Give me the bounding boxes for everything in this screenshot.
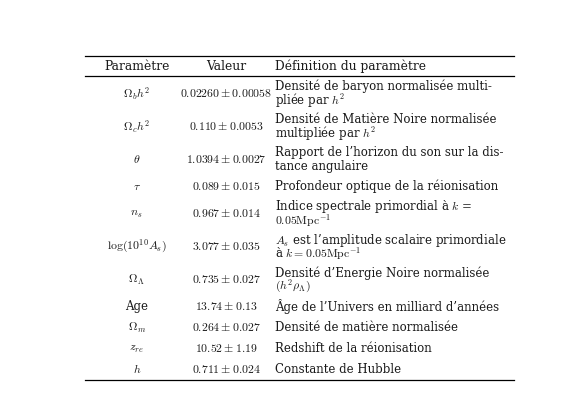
Text: $(h^2\rho_\Lambda)$: $(h^2\rho_\Lambda)$: [275, 278, 311, 295]
Text: Âge de l’Univers en milliard d’années: Âge de l’Univers en milliard d’années: [275, 299, 499, 314]
Text: Redshift de la réionisation: Redshift de la réionisation: [275, 342, 432, 355]
Text: $\tau$: $\tau$: [132, 180, 141, 193]
Text: pliée par $h^2$: pliée par $h^2$: [275, 91, 346, 109]
Text: $10.52 \pm 1.19$: $10.52 \pm 1.19$: [195, 342, 257, 355]
Text: Paramètre: Paramètre: [104, 59, 169, 73]
Text: multipliée par $h^2$: multipliée par $h^2$: [275, 124, 377, 142]
Text: à $k = 0.05\mathrm{Mpc}^{-1}$: à $k = 0.05\mathrm{Mpc}^{-1}$: [275, 245, 361, 262]
Text: $\Omega_\Lambda$: $\Omega_\Lambda$: [128, 273, 145, 287]
Text: $A_s$ est l’amplitude scalaire primordiale: $A_s$ est l’amplitude scalaire primordia…: [275, 231, 506, 249]
Text: Constante de Hubble: Constante de Hubble: [275, 363, 401, 376]
Text: $\Omega_m$: $\Omega_m$: [128, 321, 146, 335]
Text: $3.077 \pm 0.035$: $3.077 \pm 0.035$: [192, 240, 260, 253]
Text: Définition du paramètre: Définition du paramètre: [275, 59, 426, 73]
Text: $13.74 \pm 0.13$: $13.74 \pm 0.13$: [195, 300, 257, 313]
Text: $\theta$: $\theta$: [133, 153, 141, 166]
Text: $0.967 \pm 0.014$: $0.967 \pm 0.014$: [192, 207, 260, 220]
Text: $1.0394 \pm 0.0027$: $1.0394 \pm 0.0027$: [185, 153, 266, 166]
Text: Indice spectrale primordial à $k$ =: Indice spectrale primordial à $k$ =: [275, 198, 472, 215]
Text: $\Omega_c h^2$: $\Omega_c h^2$: [123, 118, 150, 135]
Text: $n_s$: $n_s$: [131, 207, 143, 220]
Text: Rapport de l’horizon du son sur la dis-: Rapport de l’horizon du son sur la dis-: [275, 146, 503, 159]
Text: $0.02260 \pm 0.00058$: $0.02260 \pm 0.00058$: [180, 87, 272, 99]
Text: $\log(10^{10}A_s)$: $\log(10^{10}A_s)$: [107, 238, 166, 255]
Text: Densité de baryon normalisée multi-: Densité de baryon normalisée multi-: [275, 80, 492, 93]
Text: Age: Age: [125, 300, 148, 313]
Text: Densité de matière normalisée: Densité de matière normalisée: [275, 321, 458, 334]
Text: $0.110 \pm 0.0053$: $0.110 \pm 0.0053$: [189, 120, 263, 133]
Text: Profondeur optique de la réionisation: Profondeur optique de la réionisation: [275, 180, 498, 193]
Text: Densité de Matière Noire normalisée: Densité de Matière Noire normalisée: [275, 113, 497, 126]
Text: $0.711 \pm 0.024$: $0.711 \pm 0.024$: [192, 363, 260, 376]
Text: $h$: $h$: [132, 363, 141, 376]
Text: $z_{re}$: $z_{re}$: [130, 342, 144, 355]
Text: $\Omega_b h^2$: $\Omega_b h^2$: [123, 85, 150, 101]
Text: Valeur: Valeur: [206, 59, 246, 73]
Text: $0.089 \pm 0.015$: $0.089 \pm 0.015$: [192, 180, 260, 193]
Text: $0.05\mathrm{Mpc}^{-1}$: $0.05\mathrm{Mpc}^{-1}$: [275, 211, 331, 229]
Text: $0.735 \pm 0.027$: $0.735 \pm 0.027$: [192, 273, 260, 286]
Text: Densité d’Energie Noire normalisée: Densité d’Energie Noire normalisée: [275, 267, 490, 280]
Text: tance angulaire: tance angulaire: [275, 160, 368, 172]
Text: $0.264 \pm 0.027$: $0.264 \pm 0.027$: [192, 321, 260, 334]
